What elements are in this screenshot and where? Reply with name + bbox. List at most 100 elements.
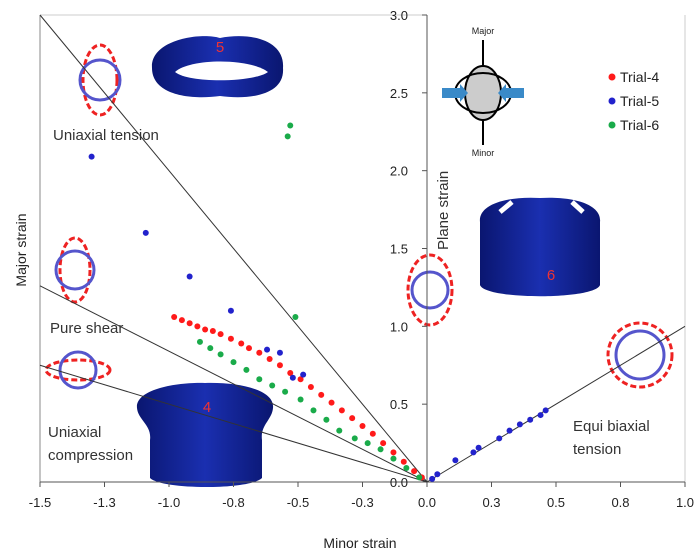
data-point [287,122,294,129]
data-point [217,351,224,358]
cup-image [479,197,601,297]
data-point [300,371,307,378]
annotation: Plane strain [435,171,452,250]
data-point [142,229,149,236]
data-point [194,323,201,330]
reference-line [39,14,428,483]
reference-line [39,364,428,483]
inset-label: Minor [472,148,495,158]
data-point [269,382,276,389]
legend-label: Trial-4 [620,69,659,85]
illustrations [44,36,674,487]
x-tick-label: -0.5 [287,495,309,510]
data-point [470,449,477,456]
data-point [434,471,441,478]
data-point [196,338,203,345]
data-point [323,416,330,423]
data-point [390,455,397,462]
data-point [403,464,410,471]
data-point [217,331,224,338]
y-tick-label: 3.0 [390,8,408,23]
strain-icons [44,43,674,390]
data-point [411,468,418,475]
data-point [380,440,387,447]
cup-image [136,382,274,487]
data-point [287,370,294,377]
data-point [178,317,185,324]
data-point [506,427,513,434]
data-point [429,475,436,482]
data-point [328,399,335,406]
reference-line [426,325,686,483]
plot-area: -1.5 -1.3 -1.0 -0.8 -0.5 -0.3 0.0 0.3 0.5 0.8 1.0 0… [29,8,694,510]
cup-hole [175,61,268,81]
data-point [527,416,534,423]
y-tick-label: 2.5 [390,86,408,101]
data-point [289,374,296,381]
x-tick-label: 0.5 [547,495,565,510]
data-point [245,345,252,352]
legend-marker [608,97,616,105]
x-tick-label: -1.3 [93,495,115,510]
data-point [318,391,325,398]
x-tick-label: -0.3 [351,495,373,510]
data-point [307,384,314,391]
data-point [310,407,317,414]
data-point [264,346,271,353]
x-tick-label: -0.8 [222,495,244,510]
data-point [292,313,299,320]
annotation: Uniaxial [48,424,101,441]
data-point [256,376,263,383]
data-point [202,326,209,333]
data-point [209,328,216,335]
data-point [227,335,234,342]
legend-marker [608,73,616,81]
legend-label: Trial-5 [620,93,659,109]
x-axis-label: Minor strain [323,535,396,551]
data-point [349,415,356,422]
data-point [516,421,523,428]
y-tick-label: 2.0 [390,164,408,179]
annotation: Equi biaxial [573,418,650,435]
data-point [475,444,482,451]
data-point [186,273,193,280]
data-point [88,153,95,160]
data-point [243,366,250,373]
data-point [297,396,304,403]
data-point [276,362,283,369]
legend-label: Trial-6 [620,117,659,133]
cup-number: 5 [216,39,224,56]
data-point [297,376,304,383]
inset-label: Major [472,26,495,36]
y-tick-label: 1.0 [390,319,408,334]
data-point [377,446,384,453]
data-point [256,349,263,356]
y-tick-label: 0.0 [390,475,408,490]
strain-inset [442,40,524,145]
y-tick-label: 0.5 [390,397,408,412]
data-point [230,359,237,366]
data-point [416,474,423,481]
data-point [496,435,503,442]
data-point [338,407,345,414]
data-point [364,440,371,447]
data-point [207,345,214,352]
data-point [238,340,245,347]
data-point [369,430,376,437]
data-point [400,458,407,465]
data-point [266,356,273,363]
x-tick-label: 0.3 [482,495,500,510]
x-tick-label: -1.0 [158,495,180,510]
data-point [390,449,397,456]
cup-number: 4 [203,399,211,416]
data-point [284,133,291,140]
y-tick-label: 1.5 [390,242,408,257]
annotation: tension [573,441,621,458]
cup-number: 6 [547,267,555,284]
x-tick-label: -1.5 [29,495,51,510]
data-point [359,422,366,429]
data-point [537,412,544,419]
data-point [336,427,343,434]
annotation: Uniaxial tension [53,127,159,144]
